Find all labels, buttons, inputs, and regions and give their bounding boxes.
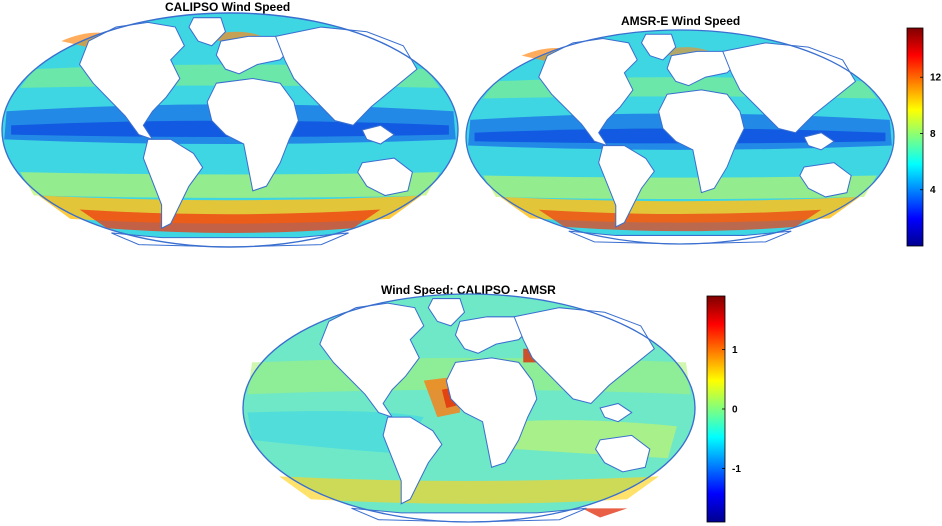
amsr-map (465, 29, 895, 246)
amsr-map-title: AMSR-E Wind Speed (621, 14, 741, 28)
difference-colorbar: 1 0 -1 (706, 295, 741, 523)
speed-colorbar: 12 8 4 (906, 27, 942, 247)
colorbar-tick-label: 8 (930, 129, 936, 140)
calipso-map-title: CALIPSO Wind Speed (165, 0, 291, 14)
difference-map (242, 293, 696, 524)
colorbar-tick-label: 12 (930, 73, 942, 84)
colorbar-tick-label: 0 (732, 405, 738, 416)
colorbar-tick-label: -1 (732, 464, 741, 475)
colorbar-tick-label: 4 (930, 185, 936, 196)
colorbar-tick-label: 1 (732, 345, 738, 356)
calipso-map (1, 12, 459, 249)
difference-map-title: Wind Speed: CALIPSO - AMSR (381, 283, 556, 297)
